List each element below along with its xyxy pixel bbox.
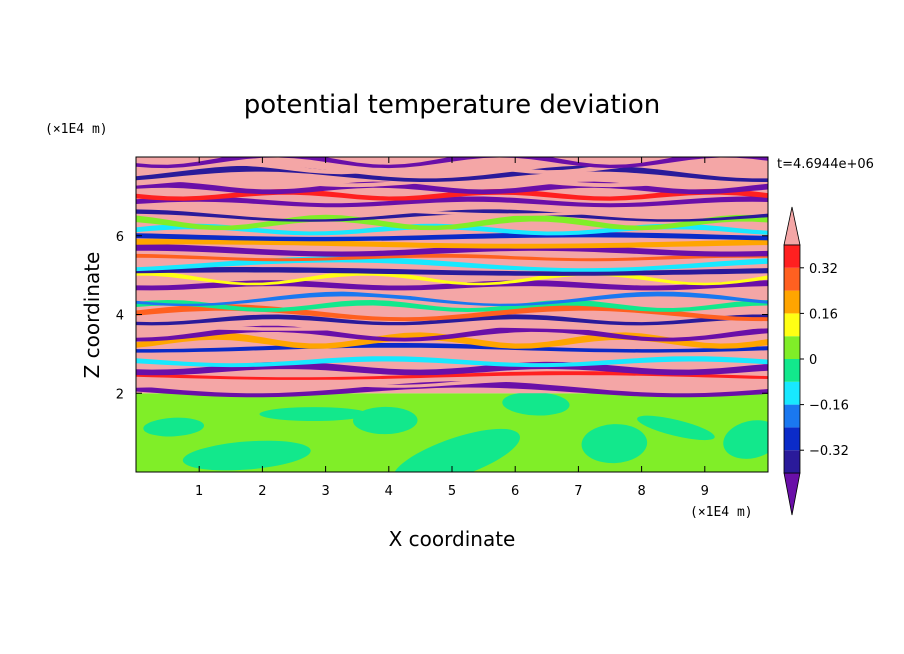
contour-band: [136, 361, 768, 376]
contour-band: [136, 323, 768, 331]
colorbar-swatch: [784, 381, 800, 405]
contour-band: [136, 381, 768, 398]
contour-band: [136, 209, 768, 222]
y-tick-label: 6: [116, 230, 124, 245]
lower-swirl: [637, 415, 715, 441]
colorbar-swatch: [784, 290, 800, 314]
x-axis-label: X coordinate: [389, 527, 516, 551]
x-tick-label: 8: [637, 484, 645, 499]
contour-band: [136, 232, 768, 242]
colorbar-swatch: [784, 404, 800, 428]
colorbar-tick-label: −0.16: [809, 399, 849, 414]
lower-swirl: [502, 391, 570, 416]
lower-swirl: [182, 440, 311, 471]
lower-swirl: [352, 406, 418, 435]
contour-band: [136, 159, 768, 175]
colorbar-tick-label: −0.32: [809, 444, 849, 459]
colorbar-min-arrow: [783, 472, 801, 516]
y-tick-label: 4: [116, 309, 124, 324]
lower-swirl: [581, 424, 648, 464]
contour-band: [136, 347, 768, 362]
contour-field: [136, 157, 768, 472]
contour-band: [136, 285, 768, 299]
colorbar-swatch: [784, 336, 800, 359]
contour-band: [136, 157, 768, 169]
x-tick-label: 5: [448, 484, 456, 499]
chart-title: potential temperature deviation: [244, 90, 660, 120]
colorbar: 0.32 0.16 0 −0.16 −0.32: [783, 206, 849, 516]
contour-band: [136, 223, 768, 236]
lower-swirl: [392, 428, 520, 472]
contour-band: [136, 304, 768, 322]
colorbar-tick-label: 0: [809, 353, 817, 368]
lower-swirl: [259, 407, 369, 422]
x-unit-label: (×1E4 m): [690, 505, 753, 520]
colorbar-swatch: [784, 427, 800, 451]
contour-band: [136, 300, 768, 312]
colorbar-swatch: [784, 267, 800, 291]
y-unit-label: (×1E4 m): [45, 122, 108, 137]
x-tick-label: 6: [511, 484, 519, 499]
colorbar-tick-label: 0.32: [809, 262, 838, 277]
x-tick-label: 3: [321, 484, 329, 499]
x-tick-label: 1: [195, 484, 203, 499]
colorbar-max-arrow: [783, 206, 801, 246]
lower-swirl: [143, 417, 205, 437]
x-tick-label: 4: [385, 484, 393, 499]
colorbar-swatch: [784, 359, 800, 382]
colorbar-swatch: [784, 313, 800, 337]
colorbar-tick-label: 0.16: [809, 307, 838, 322]
lower-swirl: [723, 420, 768, 459]
time-label: t=4.6944e+06: [777, 157, 874, 172]
contour-band: [136, 214, 768, 231]
y-tick-label: 2: [116, 387, 124, 402]
x-tick-label: 9: [701, 484, 709, 499]
contour-band: [136, 291, 768, 307]
x-tick-label: 2: [258, 484, 266, 499]
colorbar-swatch: [784, 450, 800, 473]
colorbar-swatch: [784, 245, 800, 268]
y-axis-label: Z coordinate: [80, 252, 104, 379]
contour-band: [136, 280, 768, 291]
contour-band: [136, 267, 768, 276]
contour-band: [136, 253, 768, 262]
contour-band: [136, 371, 768, 380]
contour-band: [136, 356, 768, 368]
x-axis: 1 2 3 4 5 6 7 8 9: [195, 157, 709, 499]
y-axis: 2 4 6: [116, 230, 768, 402]
contour-band: [136, 314, 768, 326]
x-tick-label: 7: [574, 484, 582, 499]
contour-band: [136, 196, 768, 208]
